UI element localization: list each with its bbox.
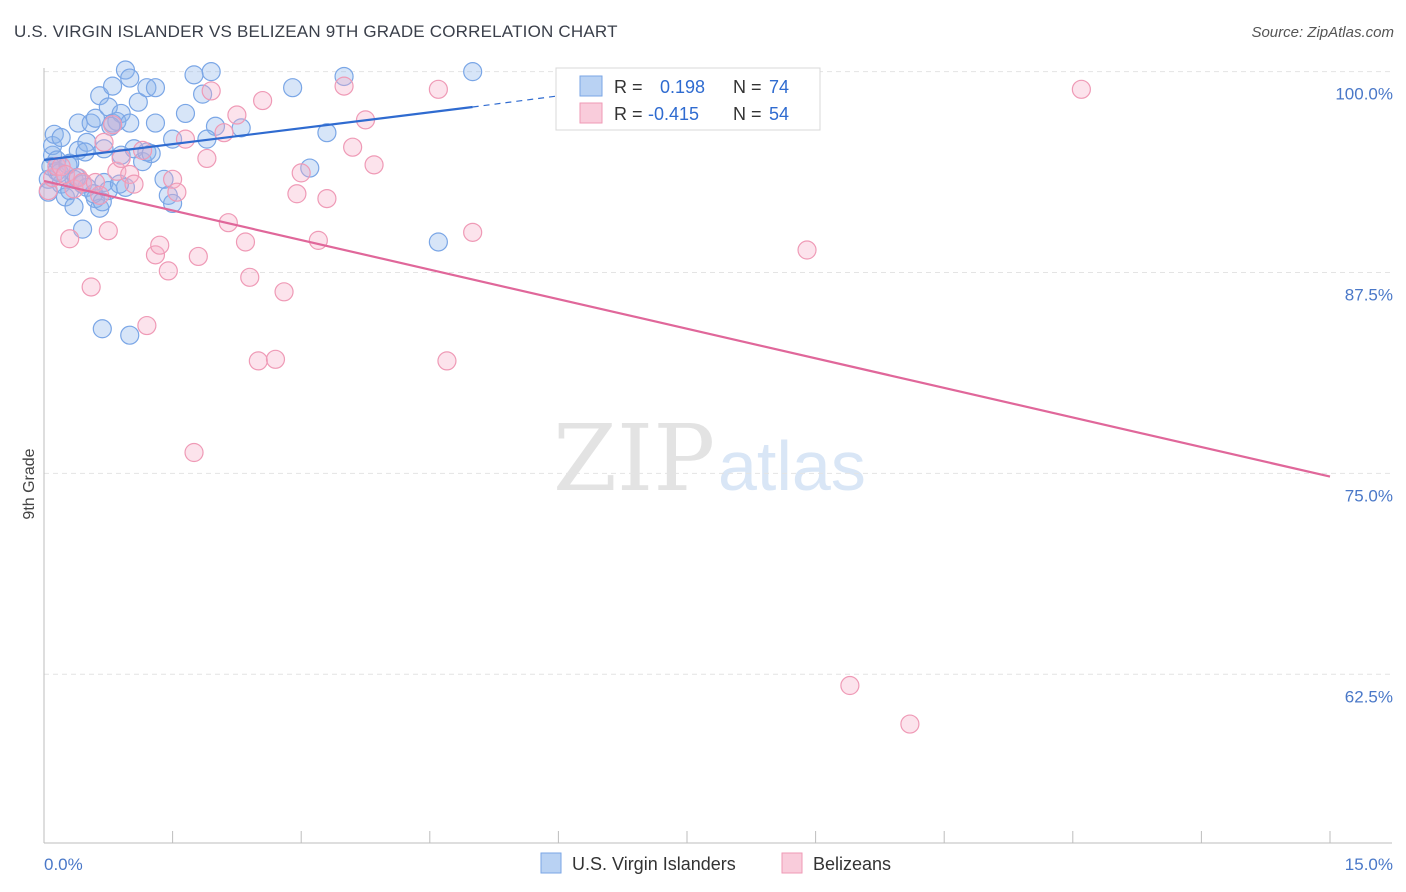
bottom-legend-label-1: U.S. Virgin Islanders	[572, 854, 736, 874]
watermark-zip: ZIP	[553, 405, 715, 512]
x-tick-label-0: 0.0%	[44, 855, 83, 874]
legend-n-value-1: 74	[769, 77, 789, 97]
point-virgin-islanders-61	[317, 123, 337, 143]
legend-r-label-1: R =	[614, 77, 643, 97]
point-belizeans-24	[163, 169, 183, 189]
point-virgin-islanders-64	[463, 62, 483, 82]
point-belizeans-25	[167, 182, 187, 202]
point-virgin-islanders-19	[77, 132, 97, 152]
point-virgin-islanders-29	[102, 76, 123, 96]
legend-n-label-1: N =	[733, 77, 762, 97]
source-label: Source: ZipAtlas.com	[1251, 24, 1394, 41]
point-belizeans-33	[227, 105, 247, 125]
watermark-atlas: atlas	[718, 427, 866, 505]
point-virgin-islanders-62	[334, 66, 354, 87]
axes	[43, 68, 1392, 844]
point-virgin-islanders-69	[75, 142, 95, 162]
point-belizeans-17	[120, 164, 140, 185]
point-virgin-islanders-17	[72, 219, 93, 239]
point-virgin-islanders-44	[145, 78, 166, 98]
point-belizeans-49	[437, 351, 457, 371]
legend-swatch-blue	[579, 75, 603, 97]
legend-r-value-1: 0.198	[660, 77, 705, 97]
point-virgin-islanders-48	[163, 193, 183, 214]
point-belizeans-44	[334, 76, 354, 96]
point-virgin-islanders-56	[92, 319, 112, 339]
point-virgin-islanders-53	[201, 62, 221, 82]
y-tick-label-2: 75.0%	[1345, 486, 1393, 505]
point-belizeans-37	[253, 90, 273, 111]
point-belizeans-30	[201, 81, 221, 101]
y-tick-label-0: 100.0%	[1335, 85, 1393, 104]
point-belizeans-42	[308, 230, 328, 250]
point-belizeans-36	[248, 351, 268, 371]
point-belizeans-34	[235, 232, 256, 252]
point-belizeans-13	[98, 221, 118, 241]
y-axis-label: 9th Grade	[21, 448, 38, 519]
point-virgin-islanders-57	[120, 325, 140, 345]
gridlines	[44, 71, 1392, 675]
point-belizeans-9	[81, 277, 101, 297]
legend-swatch-pink	[579, 102, 603, 124]
y-tick-label-3: 62.5%	[1345, 687, 1393, 706]
legend-r-label-2: R =	[614, 104, 643, 124]
tick-labels: 100.0% 87.5% 75.0% 62.5% 0.0% 15.0%	[44, 85, 1393, 874]
point-belizeans-12	[94, 132, 114, 152]
point-belizeans-20	[137, 315, 157, 336]
point-virgin-islanders-7	[51, 127, 71, 148]
point-virgin-islanders-36	[120, 68, 140, 88]
point-belizeans-19	[132, 140, 153, 160]
point-belizeans-35	[240, 267, 260, 287]
bottom-legend-swatch-blue	[540, 852, 562, 874]
point-belizeans-52	[840, 675, 860, 696]
point-belizeans-38	[265, 349, 286, 369]
point-belizeans-18	[124, 174, 144, 194]
point-belizeans-27	[184, 442, 204, 463]
point-virgin-islanders-45	[145, 113, 166, 133]
point-belizeans-43	[317, 188, 337, 209]
y-tick-label-1: 87.5%	[1345, 286, 1393, 305]
point-belizeans-54	[1071, 79, 1091, 99]
point-virgin-islanders-51	[184, 65, 204, 85]
point-belizeans-29	[197, 148, 217, 169]
point-belizeans-40	[287, 184, 307, 204]
x-tick-label-1: 15.0%	[1345, 855, 1393, 874]
point-belizeans-39	[274, 282, 294, 302]
chart-title: U.S. VIRGIN ISLANDER VS BELIZEAN 9TH GRA…	[14, 22, 618, 41]
point-belizeans-14	[102, 115, 123, 135]
trend-line-0	[43, 105, 473, 162]
point-belizeans-5	[60, 229, 80, 249]
legend-n-value-2: 54	[769, 104, 789, 124]
point-virgin-islanders-59	[283, 78, 303, 98]
correlation-legend: R = 0.198 N = 74 R = -0.415 N = 54	[555, 67, 821, 131]
point-virgin-islanders-37	[120, 113, 140, 133]
data-points	[38, 60, 1091, 734]
point-belizeans-48	[428, 79, 448, 99]
point-belizeans-28	[188, 246, 208, 267]
point-belizeans-51	[797, 240, 817, 260]
point-virgin-islanders-12	[64, 197, 84, 217]
point-belizeans-10	[85, 172, 106, 193]
series-legend: U.S. Virgin Islanders Belizeans	[540, 852, 891, 874]
point-belizeans-53	[900, 714, 920, 734]
point-belizeans-45	[343, 137, 363, 157]
point-belizeans-41	[291, 163, 311, 183]
point-belizeans-50	[463, 222, 483, 242]
point-belizeans-47	[364, 155, 384, 175]
legend-n-label-2: N =	[733, 104, 762, 124]
point-belizeans-21	[145, 245, 166, 265]
point-virgin-islanders-39	[128, 92, 148, 112]
point-virgin-islanders-50	[175, 103, 196, 124]
legend-r-value-2: -0.415	[648, 104, 699, 124]
point-belizeans-26	[175, 129, 196, 149]
trend-line-1	[43, 179, 1331, 478]
bottom-legend-label-2: Belizeans	[813, 854, 891, 874]
bottom-legend-swatch-pink	[781, 852, 803, 874]
point-virgin-islanders-63	[428, 232, 448, 252]
point-belizeans-22	[150, 235, 170, 255]
point-belizeans-23	[158, 261, 178, 281]
